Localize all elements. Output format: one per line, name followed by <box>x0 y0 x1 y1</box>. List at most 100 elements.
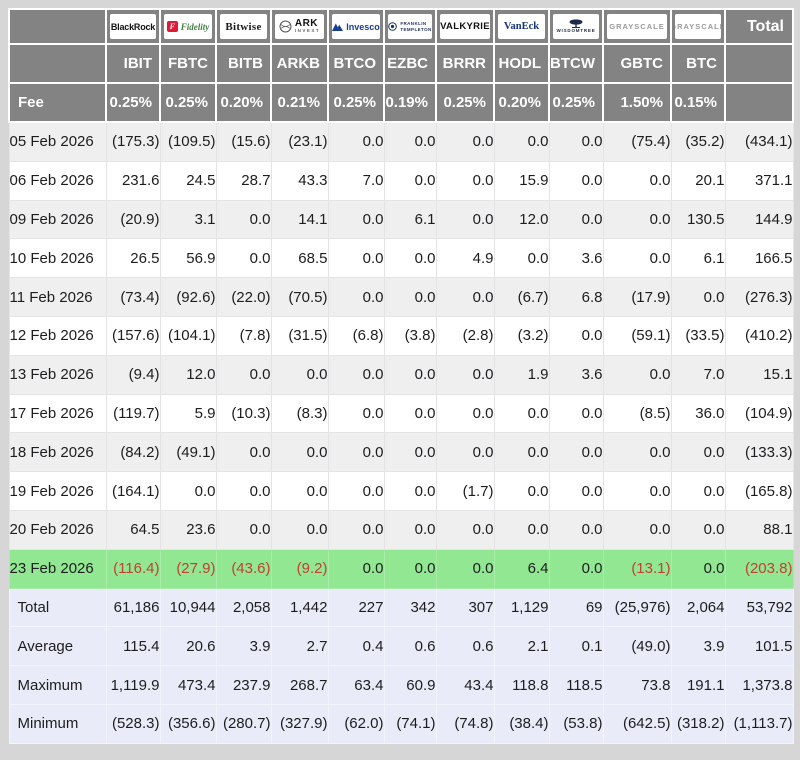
flow-value-cell: (59.1) <box>602 315 672 356</box>
franklin-wordmark: FRANKLIN TEMPLETON <box>400 21 431 31</box>
flow-value-cell: 0.0 <box>670 548 726 589</box>
table-row: 19 Feb 2026 (164.1) 0.0 0.0 0.0 0.0 0.0 (1.7) 0.… <box>8 471 794 511</box>
table-row: 05 Feb 2026 (175.3) (109.5) (15.6) (23.1) 0.0… <box>8 121 794 162</box>
flow-value-cell: (43.6) <box>215 548 272 589</box>
summary-value-cell: 307 <box>435 587 495 628</box>
row-total-cell: (434.1) <box>724 121 794 162</box>
flow-value-cell: 0.0 <box>548 471 604 511</box>
grayscale-wordmark: GRAYSCALE <box>675 22 721 31</box>
table-row: 20 Feb 2026 64.5 23.6 0.0 0.0 0.0 0.0 0.0 0.0 0.0… <box>8 509 794 550</box>
fee-fbtc: 0.25% <box>159 82 217 123</box>
flow-value-cell: 0.0 <box>383 471 437 511</box>
summary-row-total: Total 61,186 10,944 2,058 1,442 227 342 307 1,12… <box>8 587 794 628</box>
flow-value-cell: 0.0 <box>435 277 495 317</box>
daily-flow-rows: 05 Feb 2026 (175.3) (109.5) (15.6) (23.1) 0.0… <box>8 121 794 589</box>
fidelity-f-icon: F <box>166 21 178 32</box>
summary-value-cell: 0.4 <box>327 626 385 667</box>
vaneck-wordmark: VanEck <box>503 21 540 32</box>
summary-value-cell: 0.6 <box>383 626 437 667</box>
provider-logo-row: BlackRock F Fidelity Bitwise ARK INVEST Invesc… <box>8 8 794 45</box>
summary-value-cell: 10,944 <box>159 587 217 628</box>
flow-value-cell: 0.0 <box>548 393 604 434</box>
summary-value-cell: 1,129 <box>493 587 550 628</box>
summary-value-cell: (53.8) <box>548 703 604 744</box>
flow-value-cell: 0.0 <box>548 199 604 240</box>
summary-value-cell: (280.7) <box>215 703 272 744</box>
summary-value-cell: 1,442 <box>270 587 329 628</box>
summary-value-cell: 1,119.9 <box>105 665 161 705</box>
flow-value-cell: 56.9 <box>159 238 217 279</box>
flow-value-cell: 0.0 <box>327 277 385 317</box>
flow-value-cell: 0.0 <box>383 509 437 550</box>
fee-bitb: 0.20% <box>215 82 272 123</box>
invesco-wordmark: Invesco <box>346 21 380 32</box>
flow-value-cell: (3.2) <box>493 315 550 356</box>
date-cell: 18 Feb 2026 <box>8 432 107 473</box>
flow-value-cell: (73.4) <box>105 277 161 317</box>
flow-value-cell: 12.0 <box>493 199 550 240</box>
summary-value-cell: 237.9 <box>215 665 272 705</box>
flow-value-cell: (23.1) <box>270 121 329 162</box>
date-cell: 12 Feb 2026 <box>8 315 107 356</box>
provider-logo-cell-fbtc: F Fidelity <box>159 8 217 45</box>
flow-value-cell: (6.8) <box>327 315 385 356</box>
flow-value-cell: 0.0 <box>548 315 604 356</box>
page: BlackRock F Fidelity Bitwise ARK INVEST Invesc… <box>8 8 794 744</box>
date-cell: 20 Feb 2026 <box>8 509 107 550</box>
flow-value-cell: 24.5 <box>159 160 217 201</box>
flow-value-cell: 0.0 <box>215 199 272 240</box>
flow-value-cell: 0.0 <box>215 354 272 395</box>
summary-value-cell: (49.0) <box>602 626 672 667</box>
summary-value-cell: 227 <box>327 587 385 628</box>
summary-value-cell: 118.8 <box>493 665 550 705</box>
flow-value-cell: 0.0 <box>383 432 437 473</box>
flow-value-cell: (75.4) <box>602 121 672 162</box>
flow-value-cell: 0.0 <box>215 432 272 473</box>
provider-logo-cell-ibit: BlackRock <box>105 8 161 45</box>
flow-value-cell: 3.6 <box>548 238 604 279</box>
flow-value-cell: 0.0 <box>270 471 329 511</box>
fee-hodl: 0.20% <box>493 82 550 123</box>
flow-value-cell: (6.7) <box>493 277 550 317</box>
grayscale-logo: GRAYSCALE <box>607 14 667 39</box>
flow-value-cell: 0.0 <box>383 354 437 395</box>
fee-ibit: 0.25% <box>105 82 161 123</box>
flow-value-cell: (119.7) <box>105 393 161 434</box>
flow-value-cell: 0.0 <box>327 471 385 511</box>
blackrock-wordmark: BlackRock <box>110 21 156 32</box>
provider-logo-cell-arkb: ARK INVEST <box>270 8 329 45</box>
summary-value-cell: (356.6) <box>159 703 217 744</box>
flow-value-cell: 0.0 <box>602 199 672 240</box>
summary-label: Average <box>8 626 107 667</box>
summary-value-cell: 3.9 <box>215 626 272 667</box>
ark-text: ARK <box>294 18 319 30</box>
table-row: 11 Feb 2026 (73.4) (92.6) (22.0) (70.5) 0.0 0.… <box>8 277 794 317</box>
flow-value-cell: 0.0 <box>602 354 672 395</box>
flow-value-cell: 6.1 <box>383 199 437 240</box>
wisdomtree-logo-stack: WISDOMTREE <box>557 19 596 34</box>
flow-value-cell: 0.0 <box>548 509 604 550</box>
flow-value-cell: 68.5 <box>270 238 329 279</box>
flow-value-cell: 0.0 <box>327 238 385 279</box>
summary-value-cell: 43.4 <box>435 665 495 705</box>
flow-value-cell: 0.0 <box>327 509 385 550</box>
fee-row-label: Fee <box>8 82 107 123</box>
summary-value-cell: 118.5 <box>548 665 604 705</box>
date-cell: 17 Feb 2026 <box>8 393 107 434</box>
ark-invest-text: INVEST <box>294 28 321 34</box>
fee-row-total-blank <box>724 82 794 123</box>
ark-wordmark: ARK INVEST <box>295 19 320 34</box>
fee-btc: 0.15% <box>670 82 726 123</box>
flow-value-cell: 0.0 <box>383 393 437 434</box>
flow-value-cell: (33.5) <box>670 315 726 356</box>
bitwise-wordmark: Bitwise <box>225 20 262 33</box>
provider-logo-cell-gbtc: GRAYSCALE <box>602 8 672 45</box>
flow-value-cell: 0.0 <box>435 393 495 434</box>
fee-gbtc: 1.50% <box>602 82 672 123</box>
row-total-cell: (104.9) <box>724 393 794 434</box>
ticker-btc: BTC <box>670 43 726 84</box>
ticker-bitb: BITB <box>215 43 272 84</box>
provider-logo-cell-btcw: WISDOMTREE <box>548 8 604 45</box>
ticker-row-total-blank <box>724 43 794 84</box>
flow-value-cell: (109.5) <box>159 121 217 162</box>
